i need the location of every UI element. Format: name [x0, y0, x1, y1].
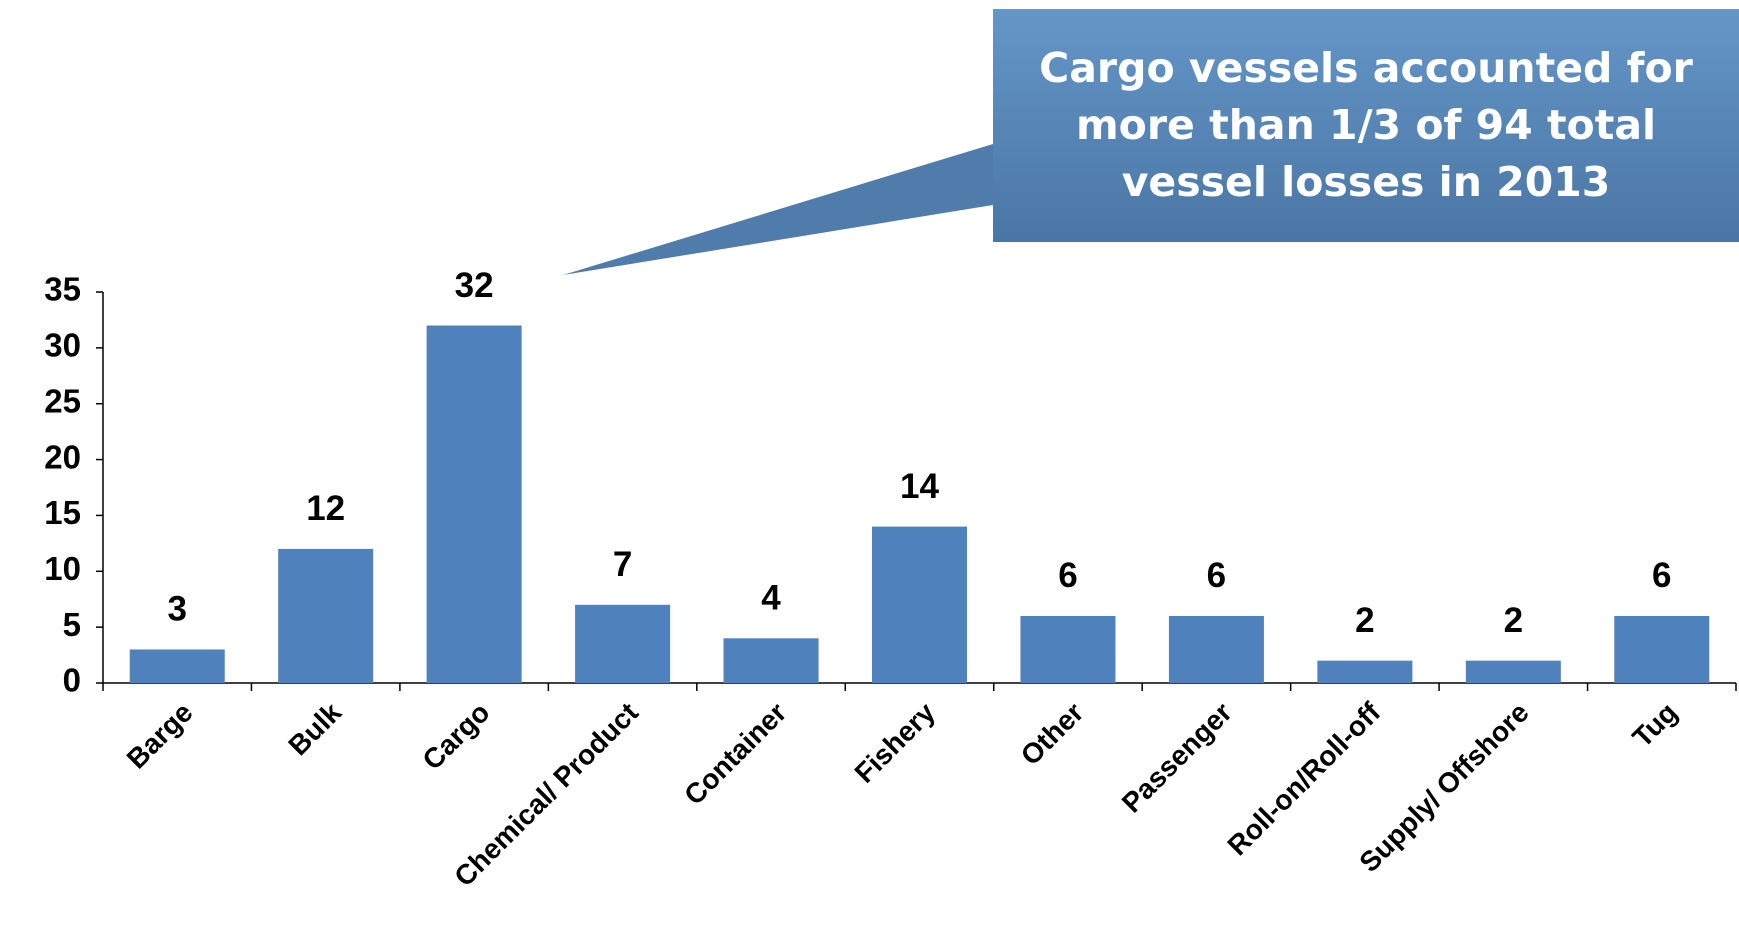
bar [1614, 615, 1710, 683]
x-tick-label: Tug [1627, 697, 1684, 754]
annotation: Cargo vessels accounted for more than 1/… [993, 9, 1739, 242]
callout-pointer [563, 144, 993, 275]
x-tick-label: Barge [121, 697, 199, 775]
data-label: 6 [1652, 556, 1671, 595]
bar [1465, 660, 1561, 683]
y-tick-label: 10 [44, 550, 81, 587]
bar [1020, 615, 1116, 683]
bar [723, 638, 819, 683]
bar [575, 604, 671, 683]
data-label: 4 [761, 579, 781, 618]
x-tick-label: Roll-on/Roll-off [1221, 696, 1386, 861]
data-label: 6 [1207, 556, 1226, 595]
x-tick-label: Bulk [282, 696, 347, 761]
bar [871, 526, 968, 683]
data-label: 6 [1058, 556, 1077, 595]
data-label: 7 [613, 545, 632, 584]
data-label: 32 [455, 266, 494, 305]
bar [1317, 660, 1413, 683]
x-tick-label: Cargo [416, 697, 495, 776]
data-label: 14 [900, 467, 939, 506]
bar [278, 548, 374, 683]
x-tick-label: Passenger [1116, 696, 1238, 818]
x-tick-label: Fishery [849, 696, 942, 789]
bar [129, 649, 225, 683]
y-tick-label: 25 [44, 382, 81, 419]
data-label: 3 [167, 590, 186, 629]
y-tick-label: 35 [44, 271, 81, 308]
bar [426, 325, 522, 683]
x-tick-label: Container [678, 696, 792, 810]
y-tick-label: 30 [44, 327, 81, 364]
data-label: 2 [1355, 601, 1374, 640]
bar [1168, 615, 1264, 683]
x-tick-label: Other [1015, 696, 1090, 771]
data-label: 12 [306, 489, 345, 528]
y-tick-label: 5 [63, 606, 81, 643]
data-label: 2 [1504, 601, 1523, 640]
y-tick-label: 20 [44, 438, 81, 475]
y-tick-label: 15 [44, 494, 81, 531]
y-tick-label: 0 [63, 662, 81, 699]
